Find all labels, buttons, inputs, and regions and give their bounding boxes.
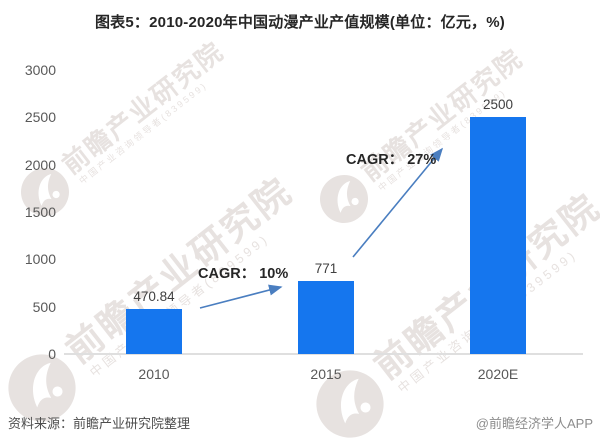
watermark-text: 前瞻产业研究院 bbox=[56, 35, 230, 181]
source-note: 资料来源：前瞻产业研究院整理 bbox=[8, 416, 191, 431]
bar-2015 bbox=[298, 281, 354, 354]
bar-value-label: 771 bbox=[314, 261, 338, 276]
y-axis-tick-label: 2000 bbox=[24, 156, 56, 173]
y-axis-tick-label: 2500 bbox=[24, 109, 56, 126]
bar-2010 bbox=[126, 309, 182, 354]
y-axis-tick-label: 500 bbox=[32, 298, 56, 315]
y-axis-tick-label: 0 bbox=[48, 346, 56, 362]
bar-value-label: 2500 bbox=[482, 97, 514, 113]
x-axis-tick-label: 2010 bbox=[138, 366, 170, 382]
x-axis-tick-label: 2015 bbox=[310, 366, 342, 382]
x-axis-line bbox=[64, 353, 583, 355]
bar-value-label: 470.84 bbox=[133, 289, 175, 305]
qianzhan-logo-icon bbox=[316, 370, 384, 438]
y-axis-tick-label: 1000 bbox=[24, 251, 56, 268]
bar-2020E bbox=[470, 117, 526, 354]
watermark: 前瞻产业研究院 中国产业咨询领导者(839599) bbox=[303, 182, 600, 446]
watermark: 前瞻产业研究院 中国产业咨询领导者(839599) bbox=[11, 33, 238, 225]
y-axis-tick-label: 1500 bbox=[24, 204, 56, 220]
cagr-annotation-1: CAGR： 10% bbox=[198, 266, 289, 282]
cagr-annotation-2: CAGR： 27% bbox=[346, 152, 437, 168]
chart-title: 图表5：2010-2020年中国动漫产业产值规模(单位：亿元，%) bbox=[94, 14, 505, 31]
qianzhan-logo-icon bbox=[8, 354, 76, 422]
watermark-text-block: 前瞻产业研究院 中国产业咨询领导者(839599) bbox=[56, 35, 236, 188]
credit-note: @前瞻经济学人APP bbox=[475, 416, 593, 431]
y-axis-tick-label: 3000 bbox=[24, 62, 56, 78]
qianzhan-logo-icon bbox=[21, 168, 69, 216]
watermark: 前瞻产业研究院 中国产业咨询领导者(839599) bbox=[0, 166, 313, 435]
x-axis-tick-label: 2020E bbox=[477, 366, 519, 382]
